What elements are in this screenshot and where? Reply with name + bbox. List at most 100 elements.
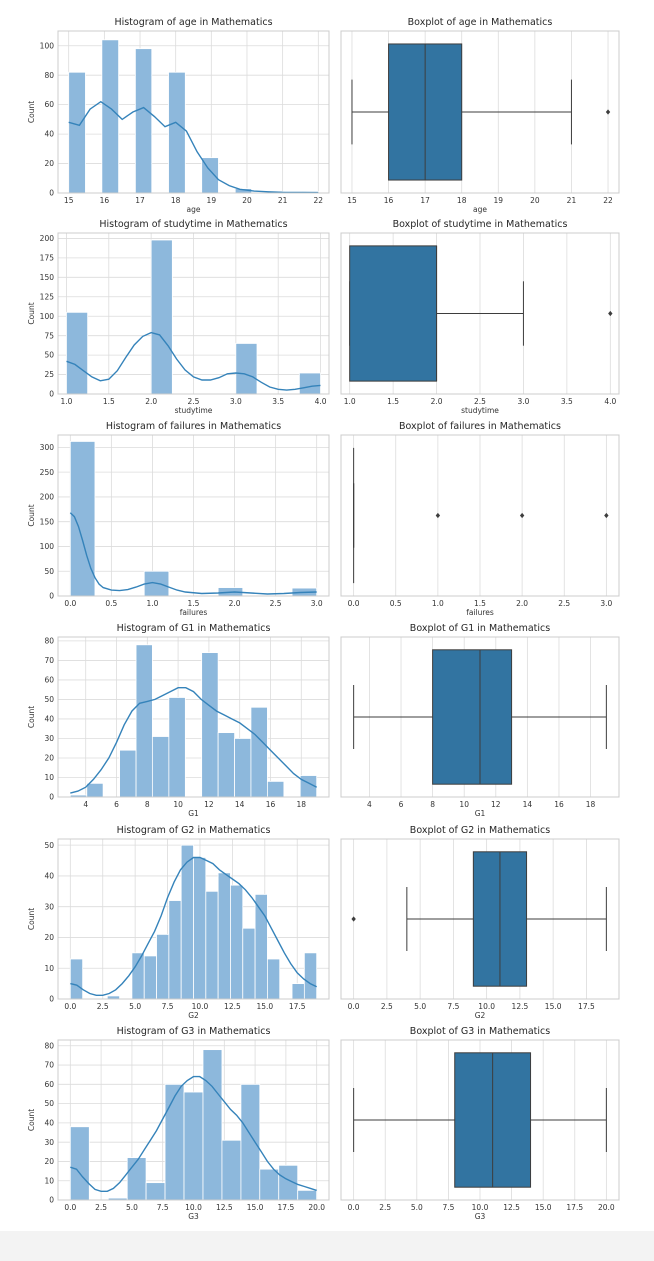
histogram-bar <box>68 71 86 194</box>
plot-border <box>57 838 330 1000</box>
y-tick-label: 60 <box>44 100 54 109</box>
box-iqr <box>349 245 438 382</box>
x-axis-label: age <box>473 205 487 214</box>
x-tick-label: 15.0 <box>256 1002 273 1011</box>
x-axis-label: G1 <box>188 809 199 818</box>
plot-border <box>57 232 330 395</box>
x-axis-label: failures <box>466 608 494 617</box>
y-tick-label: 175 <box>40 253 55 262</box>
y-tick-label: 20 <box>44 159 54 168</box>
chart-title: Boxplot of G1 in Mathematics <box>410 623 550 634</box>
x-tick-label: 20 <box>530 196 540 205</box>
outlier-point <box>351 916 356 922</box>
x-axis-label: G2 <box>475 1011 486 1020</box>
x-tick-label: 15.0 <box>535 1203 552 1212</box>
x-axis-label: G3 <box>188 1212 199 1221</box>
y-tick-label: 50 <box>44 841 54 850</box>
x-tick-label: 12 <box>491 800 501 809</box>
histogram-bar <box>193 857 207 1000</box>
y-tick-label: 0 <box>49 592 54 601</box>
histogram-panel: 0.0 2.5 5.0 7.5 10.0 12.5 15.0 17.5 0 10 20 30 40 50 C… <box>27 825 330 1020</box>
figure: 15 16 17 18 19 20 21 22 0 20 40 60 80 100 Count Histogr… <box>0 0 654 1231</box>
histogram-panel: 1.0 1.5 2.0 2.5 3.0 3.5 4.0 0 25 50 75 100 125 150 175… <box>27 219 330 415</box>
histogram-bar <box>217 872 231 1000</box>
x-tick-label: 2.5 <box>97 1002 109 1011</box>
y-tick-label: 0 <box>49 793 54 802</box>
x-tick-label: 17 <box>135 196 145 205</box>
x-tick-label: 22 <box>314 196 324 205</box>
histogram-bar <box>230 884 244 1000</box>
histogram-bar <box>168 697 186 798</box>
boxplot-panel: 0.0 2.5 5.0 7.5 10.0 12.5 15.0 17.5 Boxplot of G… <box>340 825 620 1020</box>
plot-border <box>57 636 330 798</box>
histogram-bar <box>183 1091 204 1201</box>
y-tick-label: 30 <box>44 1138 54 1147</box>
x-tick-label: 6 <box>114 800 119 809</box>
y-axis-label: Count <box>27 908 36 930</box>
y-tick-label: 50 <box>44 351 54 360</box>
x-axis-label: failures <box>180 608 208 617</box>
chart-title: Histogram of G1 in Mathematics <box>117 623 271 634</box>
x-tick-label: 0.0 <box>64 1002 76 1011</box>
histogram-bar <box>126 1157 147 1201</box>
outlier-point <box>435 512 441 519</box>
plot-border <box>340 1039 620 1201</box>
x-tick-label: 15 <box>64 196 74 205</box>
x-tick-label: 1.0 <box>344 397 356 406</box>
kde-line <box>68 100 319 194</box>
x-tick-label: 3.0 <box>311 599 323 608</box>
y-tick-label: 100 <box>40 41 55 50</box>
x-axis-label: G2 <box>188 1011 199 1020</box>
x-tick-label: 15.0 <box>247 1203 264 1212</box>
x-tick-label: 7.5 <box>447 1002 459 1011</box>
x-tick-label: 18 <box>586 800 596 809</box>
kde-line <box>66 331 321 391</box>
x-axis-label: studytime <box>175 406 213 415</box>
x-tick-label: 3.0 <box>230 397 242 406</box>
x-tick-label: 19 <box>494 196 504 205</box>
histogram-bar <box>297 1189 318 1201</box>
x-tick-label: 12 <box>204 800 214 809</box>
histogram-bar <box>119 749 137 798</box>
x-tick-label: 17.5 <box>278 1203 295 1212</box>
x-tick-label: 5.0 <box>411 1203 423 1212</box>
y-tick-label: 70 <box>44 1061 54 1070</box>
x-tick-label: 2.5 <box>188 397 200 406</box>
chart-title: Histogram of failures in Mathematics <box>106 421 281 432</box>
x-tick-label: 16 <box>384 196 394 205</box>
histogram-bar <box>298 372 321 395</box>
histogram-bar <box>201 652 219 798</box>
chart-title: Histogram of G2 in Mathematics <box>117 825 271 836</box>
histogram-bar <box>303 952 318 1000</box>
x-tick-label: 2.0 <box>229 599 241 608</box>
chart-title: Histogram of age in Mathematics <box>114 17 272 28</box>
x-tick-label: 16 <box>266 800 276 809</box>
kde-line <box>70 687 318 794</box>
y-tick-label: 50 <box>44 1099 54 1108</box>
x-tick-label: 2.5 <box>95 1203 107 1212</box>
histogram-bar <box>291 983 305 1000</box>
y-tick-label: 150 <box>40 273 55 282</box>
x-tick-label: 15 <box>347 196 357 205</box>
chart-title: Boxplot of studytime in Mathematics <box>393 219 568 230</box>
plot-border <box>57 1039 330 1201</box>
y-tick-label: 70 <box>44 656 54 665</box>
x-tick-label: 5.0 <box>414 1002 426 1011</box>
y-tick-label: 80 <box>44 71 54 80</box>
histogram-bar <box>202 1049 223 1201</box>
x-tick-label: 10.0 <box>192 1002 209 1011</box>
x-tick-label: 0.0 <box>348 599 360 608</box>
y-tick-label: 40 <box>44 1118 54 1127</box>
y-axis-label: Count <box>27 1109 36 1131</box>
x-tick-label: 2.5 <box>474 397 486 406</box>
histogram-bar <box>168 900 182 1000</box>
plot-area <box>58 31 329 193</box>
x-tick-label: 14 <box>235 800 245 809</box>
x-tick-label: 0.5 <box>390 599 402 608</box>
histogram-bar <box>267 958 281 1000</box>
kde-line <box>70 856 318 996</box>
y-tick-label: 30 <box>44 902 54 911</box>
histogram-bar <box>235 343 258 395</box>
y-axis-label: Count <box>27 706 36 728</box>
x-tick-label: 1.5 <box>103 397 115 406</box>
